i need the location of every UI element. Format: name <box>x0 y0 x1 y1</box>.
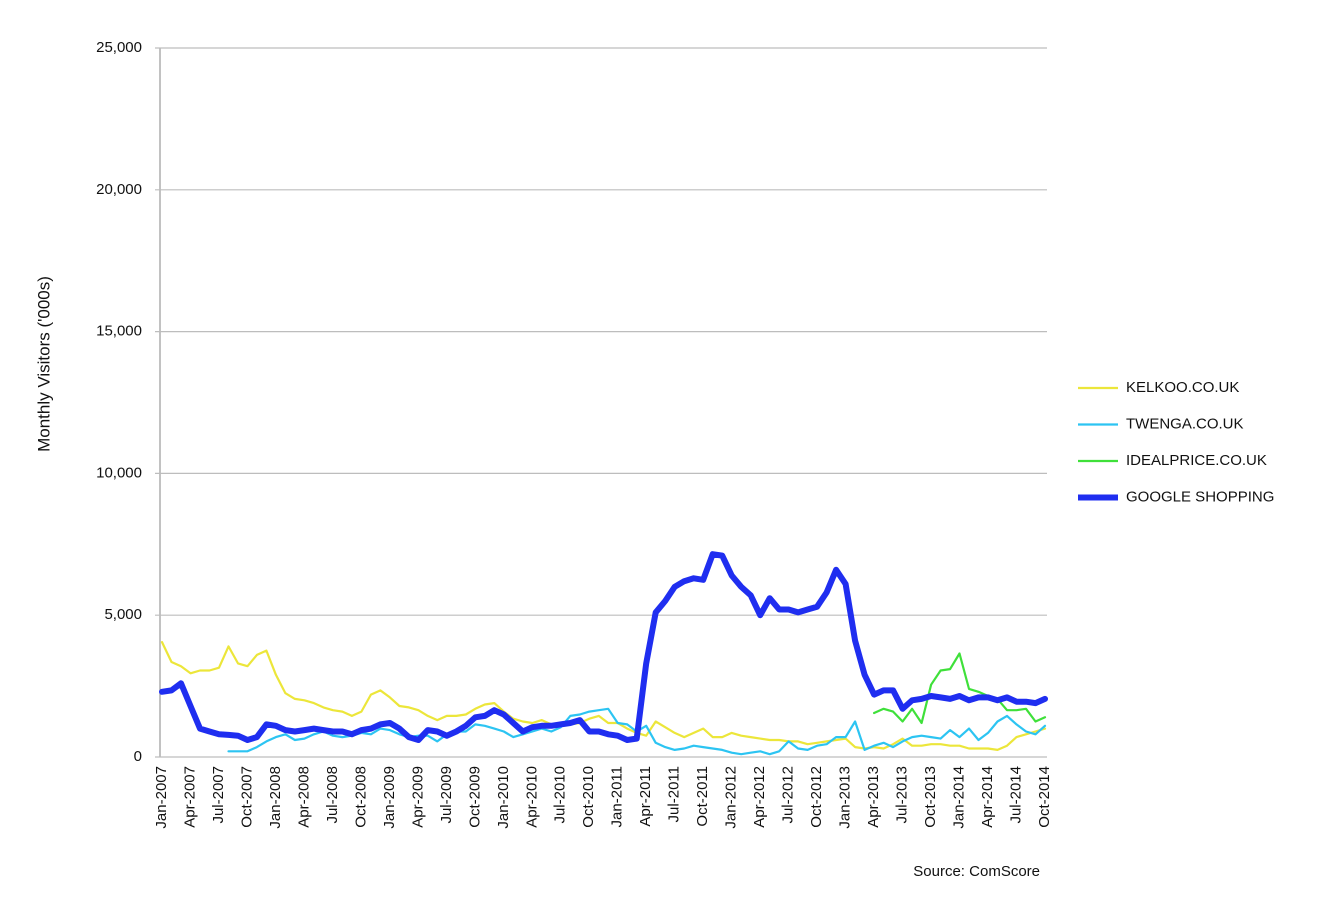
legend-label: GOOGLE SHOPPING <box>1126 488 1274 505</box>
y-tick-label: 0 <box>134 748 142 765</box>
x-tick-label: Jan-2014 <box>951 766 968 829</box>
x-tick-label: Jan-2008 <box>267 766 284 829</box>
legend-label: KELKOO.CO.UK <box>1126 379 1239 396</box>
x-tick-label: Jan-2012 <box>723 766 740 829</box>
y-tick-label: 5,000 <box>104 606 142 623</box>
x-tick-label: Oct-2009 <box>466 766 483 828</box>
x-tick-label: Jul-2008 <box>324 766 341 824</box>
x-tick-label: Jul-2011 <box>666 766 683 822</box>
x-tick-label: Jul-2009 <box>438 766 455 824</box>
series-line <box>160 641 1047 751</box>
y-tick-label: 20,000 <box>96 181 142 198</box>
x-tick-label: Apr-2014 <box>979 766 996 828</box>
x-tick-label: Jul-2014 <box>1007 766 1024 824</box>
x-tick-label: Apr-2013 <box>865 766 882 828</box>
x-tick-label: Oct-2008 <box>352 766 369 828</box>
x-tick-label: Apr-2011 <box>637 766 654 827</box>
x-tick-label: Oct-2010 <box>580 766 597 828</box>
x-tick-label: Apr-2009 <box>409 766 426 828</box>
x-tick-label: Jan-2009 <box>381 766 398 829</box>
series-line <box>159 551 1048 743</box>
source-note: Source: ComScore <box>913 863 1040 880</box>
y-axis-title: Monthly Visitors ('000s) <box>34 276 53 452</box>
x-tick-label: Jan-2011 <box>609 766 626 827</box>
x-tick-label: Apr-2012 <box>751 766 768 828</box>
x-tick-label: Oct-2007 <box>238 766 255 828</box>
x-tick-label: Jan-2007 <box>153 766 170 829</box>
x-tick-label: Apr-2007 <box>181 766 198 828</box>
series-line <box>873 652 1047 725</box>
legend-label: TWENGA.CO.UK <box>1126 415 1244 432</box>
x-tick-label: Oct-2014 <box>1036 766 1053 828</box>
y-tick-label: 25,000 <box>96 39 142 56</box>
x-tick-label: Jul-2013 <box>894 766 911 824</box>
x-tick-label: Apr-2008 <box>295 766 312 828</box>
x-tick-label: Oct-2013 <box>922 766 939 828</box>
x-tick-label: Oct-2012 <box>808 766 825 828</box>
y-tick-label: 15,000 <box>96 323 142 340</box>
x-tick-label: Jul-2007 <box>210 766 227 824</box>
x-tick-label: Jan-2010 <box>495 766 512 829</box>
x-tick-label: Jan-2013 <box>837 766 854 829</box>
legend-label: IDEALPRICE.CO.UK <box>1126 452 1267 469</box>
x-tick-label: Jul-2012 <box>780 766 797 824</box>
x-tick-label: Jul-2010 <box>552 766 569 824</box>
x-tick-label: Oct-2011 <box>694 766 711 827</box>
x-tick-label: Apr-2010 <box>523 766 540 828</box>
y-tick-label: 10,000 <box>96 464 142 481</box>
